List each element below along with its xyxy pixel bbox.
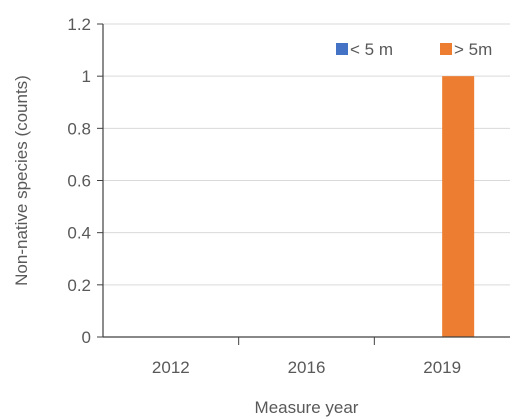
y-tick-label-5: 1 (82, 67, 91, 86)
legend-swatch-under-5m (336, 43, 348, 55)
legend-swatch-over-5m (440, 43, 452, 55)
y-tick-label-2: 0.4 (67, 224, 91, 243)
legend-label-under-5m: < 5 m (350, 40, 393, 59)
y-tick-label-0: 0 (82, 328, 91, 347)
y-tick-label-6: 1.2 (67, 15, 91, 34)
y-tick-label-1: 0.2 (67, 276, 91, 295)
y-axis-title: Non-native species (counts) (12, 75, 31, 286)
bars (442, 76, 475, 338)
x-tick-label-2019: 2019 (423, 358, 461, 377)
bar-over-5m-2019 (442, 76, 475, 338)
y-tick-label-4: 0.8 (67, 119, 91, 138)
legend: < 5 m > 5m (336, 40, 492, 59)
axes (97, 23, 510, 345)
x-tick-label-2016: 2016 (288, 358, 326, 377)
tick-labels: 0 0.2 0.4 0.6 0.8 1 1.2 2012 2016 2019 (67, 15, 461, 377)
x-axis-title: Measure year (255, 398, 359, 417)
x-tick-label-2012: 2012 (152, 358, 190, 377)
legend-label-over-5m: > 5m (454, 40, 492, 59)
y-tick-label-3: 0.6 (67, 172, 91, 191)
